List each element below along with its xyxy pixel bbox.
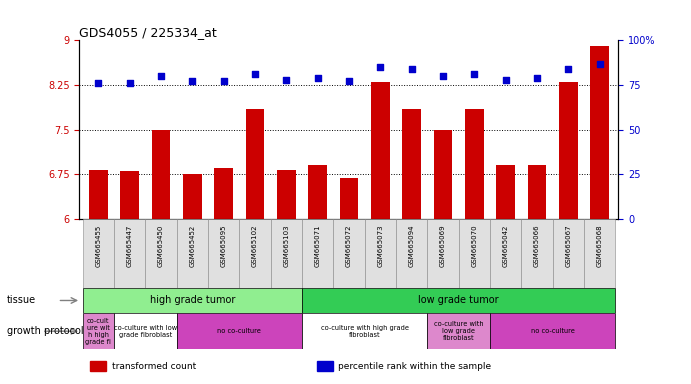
Bar [402,109,421,384]
Bar [590,46,609,384]
Bar [365,219,396,288]
Point [500,76,511,83]
Point [124,80,135,86]
Text: GSM665066: GSM665066 [534,224,540,267]
Point [468,71,480,77]
Bar [316,361,333,371]
Text: GSM665070: GSM665070 [471,224,477,267]
Text: co-culture with low
grade fibroblast: co-culture with low grade fibroblast [114,325,177,338]
Bar [114,313,177,349]
Bar [183,174,202,384]
Text: GSM665450: GSM665450 [158,224,164,267]
Bar [496,166,515,384]
Bar [89,170,108,384]
Point [249,71,261,77]
Point [218,78,229,84]
Point [437,73,448,79]
Bar [271,219,302,288]
Bar [83,219,114,288]
Text: GSM665452: GSM665452 [189,224,196,266]
Bar [559,82,578,384]
Bar [584,219,615,288]
Text: percentile rank within the sample: percentile rank within the sample [338,362,491,371]
Bar [177,219,208,288]
Bar [465,109,484,384]
Bar [553,219,584,288]
Text: GSM665095: GSM665095 [220,224,227,267]
Text: co-culture with high grade
fibroblast: co-culture with high grade fibroblast [321,325,408,338]
Text: GSM665071: GSM665071 [314,224,321,267]
Bar [151,130,171,384]
Bar [214,168,233,384]
Bar [208,219,239,288]
Text: GSM665067: GSM665067 [565,224,571,267]
Bar [302,219,333,288]
Text: GSM665103: GSM665103 [283,224,290,267]
Text: GSM665069: GSM665069 [440,224,446,267]
Bar [371,82,390,384]
Text: no co-culture: no co-culture [218,328,261,334]
Point [281,76,292,83]
Text: GSM665042: GSM665042 [502,224,509,267]
Bar [427,219,459,288]
Text: growth protocol: growth protocol [7,326,84,336]
Text: GSM665068: GSM665068 [596,224,603,267]
Bar [277,170,296,384]
Point [93,80,104,86]
Point [375,64,386,70]
Bar [239,219,271,288]
Point [406,66,417,72]
Bar [459,219,490,288]
Point [531,75,542,81]
Bar [339,179,359,384]
Bar [120,171,139,384]
Bar [177,313,302,349]
Text: high grade tumor: high grade tumor [149,295,235,306]
Text: co-culture with
low grade
fibroblast: co-culture with low grade fibroblast [434,321,484,341]
Bar [433,130,453,384]
Bar [490,219,521,288]
Text: tissue: tissue [7,295,36,306]
Point [594,60,605,66]
Text: transformed count: transformed count [112,362,196,371]
Text: GSM665102: GSM665102 [252,224,258,267]
Bar [302,288,615,313]
Bar [83,313,114,349]
Text: GSM665072: GSM665072 [346,224,352,267]
Bar [427,313,490,349]
Text: GSM665094: GSM665094 [408,224,415,267]
Bar [396,219,427,288]
Bar [83,288,302,313]
Bar [91,361,106,371]
Bar [302,313,427,349]
Bar [521,219,553,288]
Text: GSM665447: GSM665447 [126,224,133,267]
Bar [333,219,365,288]
Point [155,73,167,79]
Point [312,75,323,81]
Text: no co-culture: no co-culture [531,328,575,334]
Bar [527,166,547,384]
Bar [490,313,615,349]
Bar [145,219,177,288]
Text: GDS4055 / 225334_at: GDS4055 / 225334_at [79,26,217,39]
Bar [308,166,327,384]
Point [562,66,574,72]
Bar [114,219,145,288]
Text: low grade tumor: low grade tumor [418,295,499,306]
Text: co-cult
ure wit
h high
grade fi: co-cult ure wit h high grade fi [85,318,111,345]
Text: GSM665073: GSM665073 [377,224,384,267]
Point [187,78,198,84]
Bar [245,109,265,384]
Point [343,78,354,84]
Text: GSM665455: GSM665455 [95,224,102,266]
